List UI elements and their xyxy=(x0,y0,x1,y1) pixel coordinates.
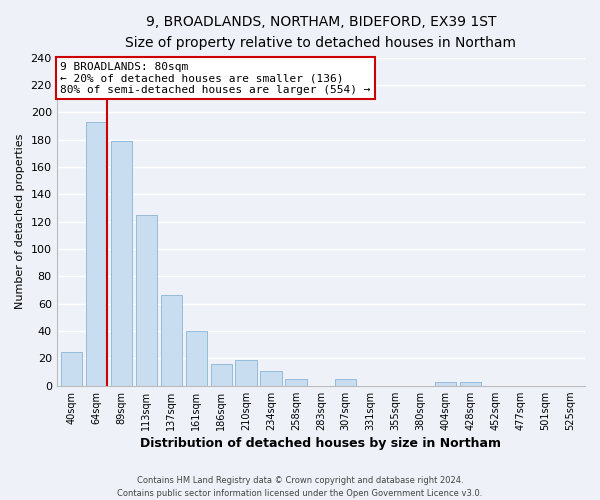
Bar xyxy=(136,215,157,386)
Title: 9, BROADLANDS, NORTHAM, BIDEFORD, EX39 1ST
Size of property relative to detached: 9, BROADLANDS, NORTHAM, BIDEFORD, EX39 1… xyxy=(125,15,517,50)
Bar xyxy=(335,379,356,386)
Text: 9 BROADLANDS: 80sqm
← 20% of detached houses are smaller (136)
80% of semi-detac: 9 BROADLANDS: 80sqm ← 20% of detached ho… xyxy=(61,62,371,95)
Bar xyxy=(86,122,107,386)
Bar xyxy=(260,370,281,386)
Bar xyxy=(235,360,257,386)
Bar xyxy=(286,379,307,386)
Y-axis label: Number of detached properties: Number of detached properties xyxy=(15,134,25,310)
X-axis label: Distribution of detached houses by size in Northam: Distribution of detached houses by size … xyxy=(140,437,502,450)
Bar xyxy=(211,364,232,386)
Bar xyxy=(161,296,182,386)
Bar xyxy=(61,352,82,386)
Bar xyxy=(185,331,207,386)
Bar xyxy=(460,382,481,386)
Text: Contains HM Land Registry data © Crown copyright and database right 2024.
Contai: Contains HM Land Registry data © Crown c… xyxy=(118,476,482,498)
Bar xyxy=(435,382,456,386)
Bar xyxy=(111,141,132,386)
